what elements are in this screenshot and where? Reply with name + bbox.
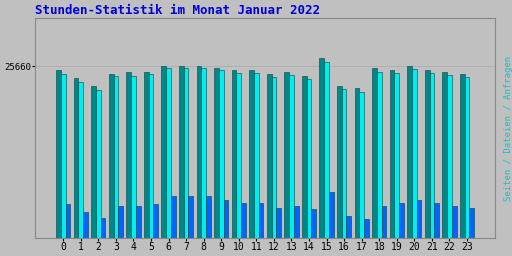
Bar: [61, 74, 66, 256]
Bar: [377, 72, 381, 256]
Bar: [324, 62, 329, 256]
Bar: [425, 70, 430, 256]
Bar: [96, 90, 101, 256]
Bar: [364, 219, 369, 256]
Bar: [447, 75, 452, 256]
Bar: [83, 212, 88, 256]
Bar: [171, 196, 176, 256]
Bar: [214, 68, 219, 256]
Bar: [241, 203, 246, 256]
Bar: [390, 70, 394, 256]
Bar: [359, 92, 364, 256]
Bar: [342, 89, 347, 256]
Bar: [337, 86, 342, 256]
Bar: [56, 70, 61, 256]
Bar: [407, 66, 412, 256]
Bar: [460, 74, 465, 256]
Bar: [276, 208, 281, 256]
Bar: [201, 68, 206, 256]
Bar: [249, 70, 254, 256]
Bar: [184, 68, 188, 256]
Text: Seiten / Dateien / Anfragen: Seiten / Dateien / Anfragen: [504, 56, 512, 200]
Bar: [188, 196, 193, 256]
Bar: [154, 204, 158, 256]
Bar: [307, 79, 311, 256]
Bar: [78, 82, 83, 256]
Bar: [442, 72, 447, 256]
Bar: [74, 78, 78, 256]
Bar: [144, 72, 148, 256]
Bar: [126, 72, 131, 256]
Bar: [109, 74, 114, 256]
Text: Stunden-Statistik im Monat Januar 2022: Stunden-Statistik im Monat Januar 2022: [35, 4, 320, 17]
Bar: [347, 216, 351, 256]
Bar: [118, 206, 123, 256]
Bar: [219, 70, 224, 256]
Bar: [311, 209, 316, 256]
Bar: [254, 73, 259, 256]
Bar: [66, 204, 70, 256]
Bar: [284, 72, 289, 256]
Bar: [381, 206, 387, 256]
Bar: [166, 68, 171, 256]
Bar: [179, 66, 184, 256]
Bar: [430, 73, 434, 256]
Bar: [470, 208, 474, 256]
Bar: [271, 77, 276, 256]
Bar: [319, 58, 324, 256]
Bar: [452, 206, 457, 256]
Bar: [412, 69, 417, 256]
Bar: [136, 206, 141, 256]
Bar: [394, 73, 399, 256]
Bar: [237, 73, 241, 256]
Bar: [197, 66, 201, 256]
Bar: [231, 70, 237, 256]
Bar: [101, 218, 105, 256]
Bar: [148, 74, 154, 256]
Bar: [206, 196, 211, 256]
Bar: [417, 200, 421, 256]
Bar: [259, 203, 264, 256]
Bar: [91, 86, 96, 256]
Bar: [114, 76, 118, 256]
Bar: [302, 76, 307, 256]
Bar: [267, 74, 271, 256]
Bar: [355, 88, 359, 256]
Bar: [329, 192, 334, 256]
Bar: [289, 75, 294, 256]
Bar: [131, 76, 136, 256]
Bar: [434, 203, 439, 256]
Bar: [372, 68, 377, 256]
Bar: [224, 200, 228, 256]
Bar: [465, 77, 470, 256]
Bar: [161, 66, 166, 256]
Bar: [294, 206, 298, 256]
Bar: [399, 203, 404, 256]
